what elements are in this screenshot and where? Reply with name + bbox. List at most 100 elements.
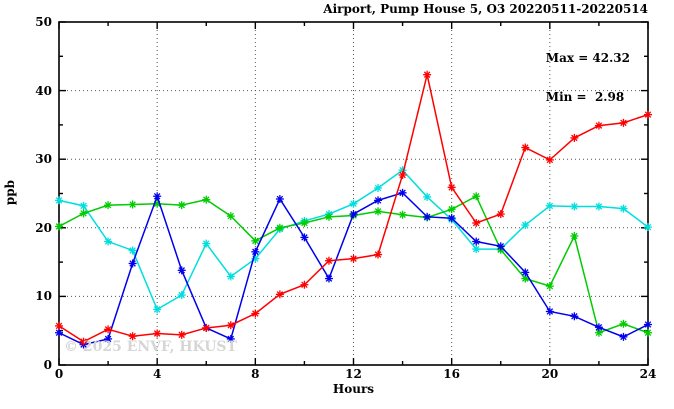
series-green-marker	[324, 212, 333, 221]
series-red-marker	[153, 329, 162, 338]
series-red-marker	[398, 170, 407, 179]
series-green-marker	[447, 205, 456, 214]
y-tick-label: 40	[35, 83, 52, 98]
series-blue-marker	[153, 192, 162, 201]
series-blue-marker	[55, 328, 63, 337]
series-green-marker	[226, 212, 235, 221]
series-cyan-marker	[153, 305, 162, 314]
series-green-marker	[275, 223, 284, 232]
series-red-marker	[570, 133, 579, 142]
min-value-label: Min = 2.98	[545, 90, 625, 104]
series-blue-marker	[349, 210, 358, 219]
series-green-marker	[251, 236, 260, 245]
x-tick-label: 8	[251, 367, 260, 381]
series-blue-marker	[251, 247, 260, 256]
series-red-marker	[447, 183, 456, 192]
series-red-marker	[128, 332, 137, 341]
series-cyan-marker	[202, 239, 211, 248]
series-green-marker	[472, 192, 481, 201]
y-axis-label: ppb	[3, 179, 17, 206]
series-cyan-marker	[226, 272, 235, 281]
series-green-marker	[202, 195, 211, 204]
chart-title: Airport, Pump House 5, O3 20220511-20220…	[323, 2, 648, 16]
series-red-marker	[226, 321, 235, 330]
series-cyan-marker	[177, 291, 186, 300]
series-red-marker	[521, 143, 530, 152]
series-cyan-marker	[545, 201, 554, 210]
series-red-marker	[496, 210, 505, 219]
series-cyan-marker	[472, 245, 481, 254]
series-blue-marker	[300, 233, 309, 242]
series-green-marker	[644, 328, 652, 337]
series-red-marker	[104, 325, 113, 334]
x-tick-label: 20	[541, 367, 559, 381]
series-green-marker	[55, 222, 63, 231]
series-blue-marker	[104, 334, 113, 343]
series-green-marker	[79, 209, 88, 218]
series-green-marker	[570, 232, 579, 241]
series-blue-marker	[619, 332, 628, 341]
series-cyan-marker	[644, 223, 652, 232]
series-cyan-line	[58, 169, 649, 311]
series-red-marker	[324, 256, 333, 265]
series-cyan-marker	[79, 201, 88, 210]
series-green-marker	[545, 282, 554, 291]
series-blue-marker	[324, 274, 333, 283]
series-cyan-marker	[570, 202, 579, 211]
series-blue-marker	[545, 307, 554, 316]
y-tick-label: 50	[35, 15, 52, 29]
x-tick-label: 16	[443, 367, 460, 381]
x-tick-label: 24	[639, 367, 657, 381]
series-green-marker	[619, 319, 628, 328]
stats-box: Max = 42.32 Min = 2.98	[546, 26, 630, 130]
series-cyan-marker	[349, 199, 358, 208]
y-tick-label: 20	[35, 220, 52, 235]
series-blue-marker	[570, 312, 579, 321]
series-red-marker	[55, 321, 63, 330]
series-blue-marker	[374, 196, 383, 205]
series-blue-marker	[275, 194, 284, 203]
series-cyan-marker	[128, 246, 137, 255]
series-blue-marker	[128, 259, 137, 268]
series-red-marker	[202, 323, 211, 332]
series-blue-marker	[398, 188, 407, 197]
y-tick-label: 30	[35, 152, 52, 167]
series-red-marker	[423, 70, 432, 79]
series-green-marker	[128, 200, 137, 209]
series-red-marker	[594, 121, 603, 130]
series-blue-marker	[594, 323, 603, 332]
series-green-marker	[177, 201, 186, 210]
series-blue-marker	[177, 266, 186, 275]
series-red-marker	[349, 254, 358, 263]
series-cyan-marker	[594, 202, 603, 211]
series-red-marker	[275, 290, 284, 299]
series-red-marker	[545, 155, 554, 164]
series-green-marker	[398, 210, 407, 219]
series-blue-marker	[226, 334, 235, 343]
y-tick-label: 0	[43, 358, 52, 372]
series-blue-marker	[644, 320, 652, 329]
series-blue-marker	[472, 237, 481, 246]
x-tick-label: 0	[54, 367, 64, 381]
series-blue-marker	[423, 212, 432, 221]
series-red-marker	[374, 250, 383, 259]
x-tick-label: 4	[152, 367, 162, 381]
series-cyan-marker	[423, 192, 432, 201]
series-cyan-marker	[521, 221, 530, 230]
series-red-marker	[619, 118, 628, 127]
y-tick-label: 10	[35, 289, 52, 304]
x-axis-label: Hours	[332, 382, 375, 396]
max-value-label: Max = 42.32	[545, 51, 630, 65]
series-green-marker	[300, 218, 309, 227]
series-cyan-marker	[55, 196, 63, 205]
series-green-marker	[374, 207, 383, 216]
series-cyan-marker	[374, 184, 383, 193]
series-cyan-marker	[619, 204, 628, 213]
series-red-marker	[472, 218, 481, 227]
series-red-marker	[251, 309, 260, 318]
series-red-marker	[177, 330, 186, 339]
series-red-marker	[79, 337, 88, 346]
watermark: © 2025 ENVF, HKUST	[64, 339, 237, 355]
